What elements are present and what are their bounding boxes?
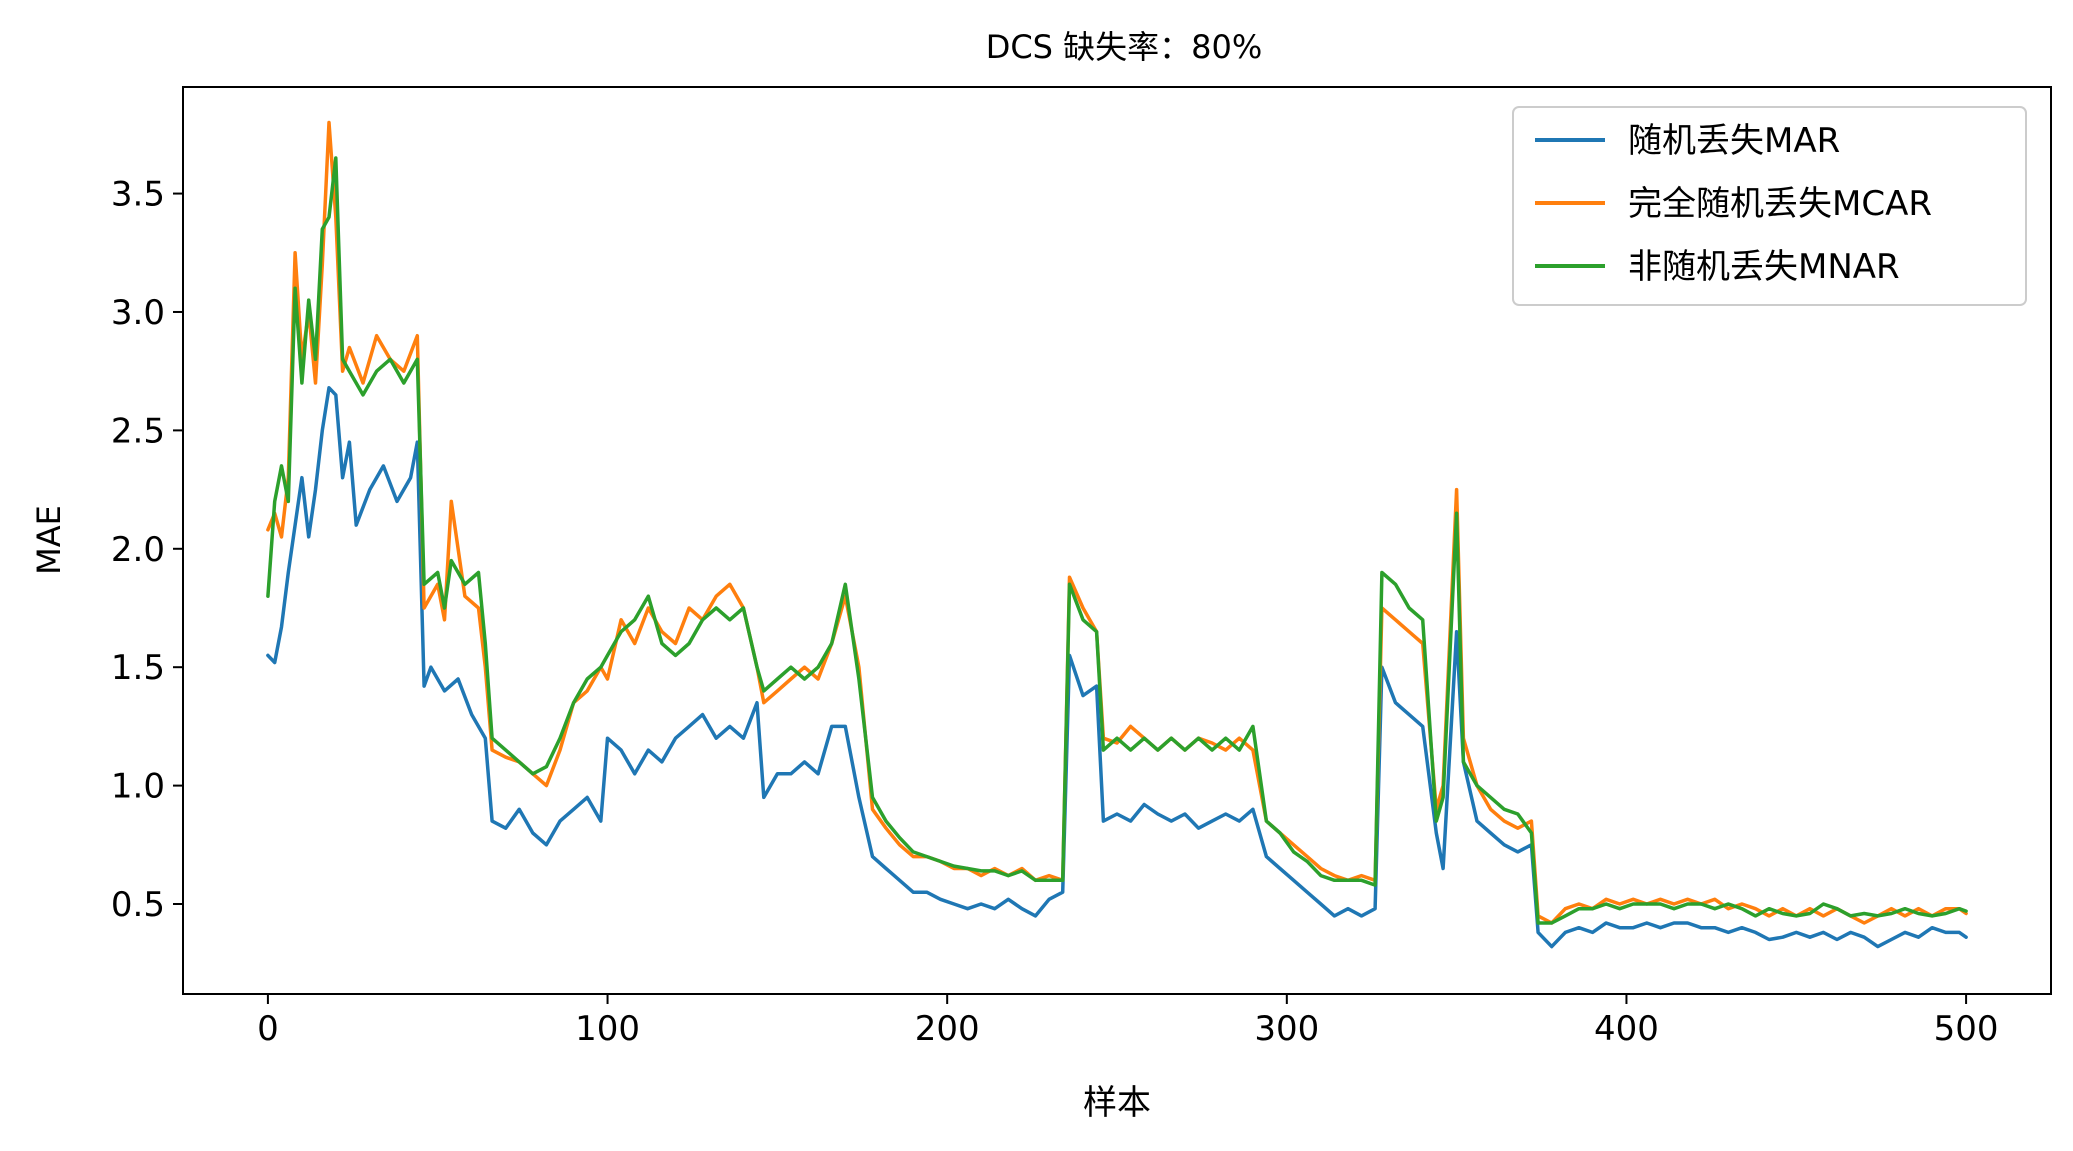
x-tick-label: 300 [1254, 1009, 1319, 1049]
x-tick-label: 500 [1934, 1009, 1999, 1049]
y-axis-label: MAE [30, 505, 68, 575]
legend-items: 随机丢失MAR 完全随机丢失MCAR 非随机丢失MNAR [1535, 121, 1932, 287]
x-axis-label: 样本 [1083, 1083, 1151, 1123]
x-axis: 0 100 200 300 400 500 [257, 994, 1999, 1049]
series-line-2 [266, 156, 1968, 925]
x-tick-label: 200 [915, 1009, 980, 1049]
y-tick-label: 3.0 [111, 293, 165, 333]
y-tick-label: 1.0 [111, 767, 165, 807]
legend-label-2: 非随机丢失MNAR [1628, 247, 1900, 287]
plot-frame [182, 86, 2052, 995]
y-tick-label: 2.0 [111, 530, 165, 570]
y-axis: 0.5 1.0 1.5 2.0 2.5 3.0 3.5 [111, 175, 183, 925]
y-tick-label: 1.5 [111, 648, 165, 688]
y-tick-label: 2.5 [111, 411, 165, 451]
y-tick-label: 3.5 [111, 175, 165, 215]
legend: 随机丢失MAR 完全随机丢失MCAR 非随机丢失MNAR [1512, 106, 2027, 306]
legend-box [1512, 106, 2027, 306]
y-tick-label: 0.5 [111, 885, 165, 925]
legend-label-1: 完全随机丢失MCAR [1628, 184, 1932, 224]
x-tick-label: 400 [1594, 1009, 1659, 1049]
x-tick-label: 0 [257, 1009, 279, 1049]
series-line-1 [266, 120, 1968, 925]
chart-title: DCS 缺失率：80% [986, 28, 1263, 66]
series-layer [266, 120, 1968, 949]
legend-label-0: 随机丢失MAR [1628, 121, 1840, 161]
x-tick-label: 100 [575, 1009, 640, 1049]
